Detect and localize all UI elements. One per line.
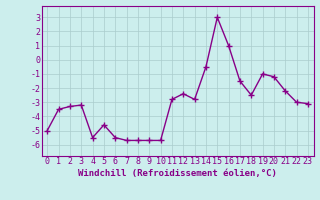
X-axis label: Windchill (Refroidissement éolien,°C): Windchill (Refroidissement éolien,°C) xyxy=(78,169,277,178)
